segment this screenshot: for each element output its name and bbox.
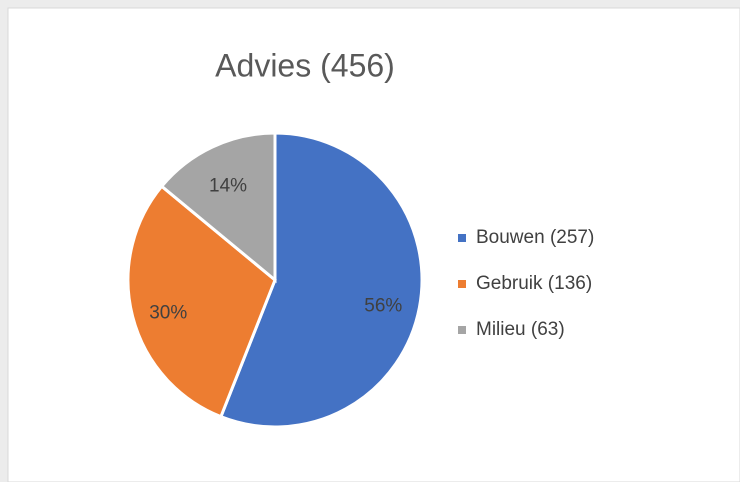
legend-label: Milieu (63) [476,319,565,340]
pie-slice [159,131,277,284]
legend-label: Gebruik (136) [476,273,592,294]
data-label: 30% [149,302,187,323]
legend-label: Bouwen (257) [476,227,594,248]
legend-swatch [458,280,466,288]
pie-slice [126,184,277,419]
data-label: 56% [364,296,402,317]
legend-swatch [458,326,466,334]
legend-swatch [458,234,466,242]
pie-slice [218,131,424,429]
data-label: 14% [209,175,247,196]
chart-title: Advies (456) [215,47,395,83]
